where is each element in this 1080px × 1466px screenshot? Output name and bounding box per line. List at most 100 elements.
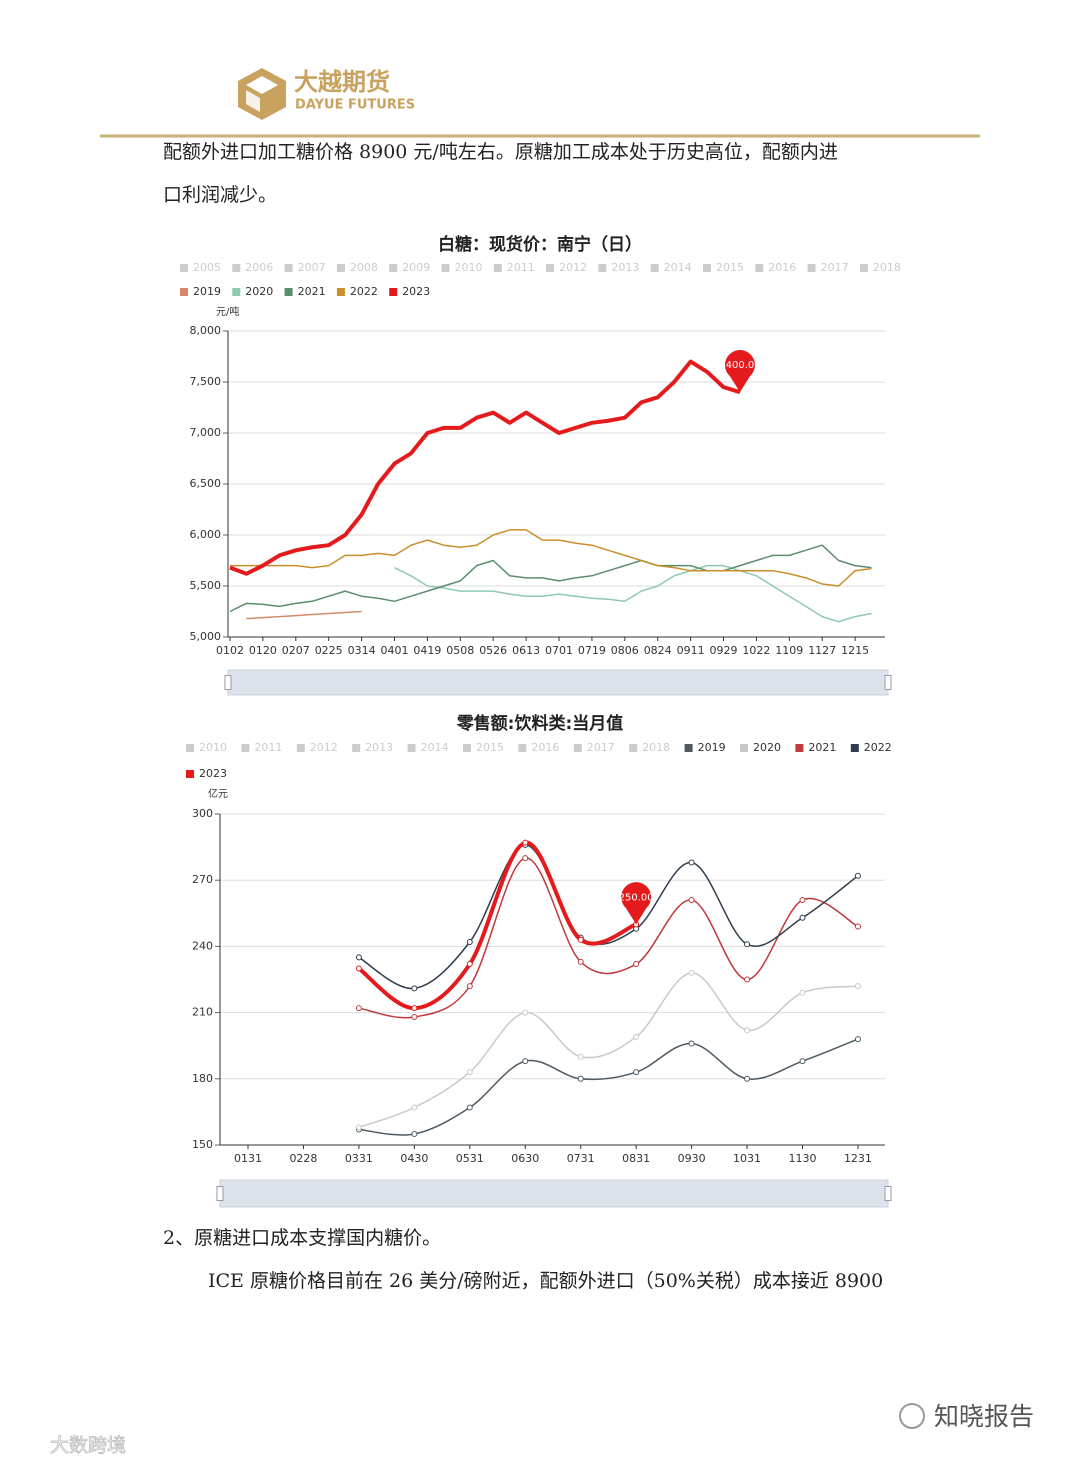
section-heading: 2、原糖进口成本支撑国内糖价。 [163, 1227, 441, 1249]
legend-label: 2021 [298, 285, 326, 298]
watermark-icon [899, 1403, 925, 1429]
legend-swatch [186, 744, 194, 752]
legend-swatch [518, 744, 527, 752]
zoom-slider [227, 669, 889, 696]
x-tick-label: 0314 [348, 644, 376, 657]
legend-label: 2018 [873, 261, 901, 274]
x-tick-label: 0401 [381, 644, 409, 657]
legend-label: 2012 [310, 741, 338, 754]
data-point [744, 1075, 751, 1082]
legend-swatch [232, 288, 241, 296]
mark-pin-label: 7400.00 [719, 360, 760, 371]
x-tick-label: 0228 [289, 1152, 317, 1165]
x-tick-label: 1231 [844, 1152, 872, 1165]
y-tick-label: 7,500 [190, 375, 222, 388]
watermark: 知晓报告 大数跨境 [50, 1402, 1034, 1457]
y-tick-label: 6,500 [190, 477, 222, 490]
data-point [688, 859, 695, 866]
x-tick-label: 0630 [511, 1152, 539, 1165]
legend-label: 2016 [531, 741, 559, 754]
data-point [577, 936, 584, 943]
data-point [577, 1075, 584, 1082]
line-series [358, 1038, 859, 1136]
line-series [394, 564, 872, 623]
legend-label: 2017 [821, 261, 849, 274]
legend-swatch [650, 264, 659, 272]
y-axis-label: 亿元 [208, 787, 228, 800]
y-tick-label: 300 [192, 807, 213, 820]
logo-icon-face [246, 90, 260, 112]
legend-label: 2022 [350, 285, 378, 298]
legend-swatch [284, 264, 293, 272]
legend-label: 2021 [808, 741, 836, 754]
zoom-handle [884, 1186, 892, 1201]
data-point [799, 914, 806, 921]
legend-label: 2013 [365, 741, 393, 754]
mark-pin [621, 882, 652, 925]
legend-label: 2019 [698, 741, 726, 754]
legend-label: 2015 [716, 261, 744, 274]
data-point [744, 1027, 751, 1034]
legend-swatch [740, 744, 748, 752]
y-tick-label: 7,000 [190, 426, 222, 439]
legend-swatch [284, 288, 293, 296]
logo-icon-face [246, 76, 278, 94]
watermark-text: 知晓报告 [934, 1402, 1034, 1431]
legend-swatch [389, 264, 398, 272]
legend-label: 2011 [254, 741, 282, 754]
legend-swatch [180, 288, 188, 296]
data-point [688, 897, 695, 904]
legend-swatch [859, 264, 868, 272]
legend-swatch [807, 264, 816, 272]
data-point [633, 1033, 640, 1040]
x-tick-label: 1127 [808, 644, 836, 657]
x-tick-label: 0613 [512, 644, 540, 657]
zoom-handle [884, 675, 892, 690]
legend-label: 2020 [753, 741, 781, 754]
x-tick-label: 0526 [479, 644, 507, 657]
zoom-handle [216, 1186, 224, 1201]
data-point [744, 976, 751, 983]
line-series [358, 972, 859, 1129]
data-point [466, 983, 473, 990]
x-tick-label: 0701 [545, 644, 573, 657]
x-tick-label: 0102 [216, 644, 244, 657]
legend-label: 2022 [864, 741, 892, 754]
data-point [466, 938, 473, 945]
legend-label: 2023 [402, 285, 430, 298]
y-tick-label: 8,000 [190, 324, 222, 337]
legend-label: 2019 [193, 285, 221, 298]
data-point [522, 839, 529, 846]
y-axis-label: 元/吨 [216, 305, 239, 318]
legend-label: 2009 [402, 261, 430, 274]
data-point [854, 983, 861, 990]
legend-label: 2005 [193, 261, 221, 274]
legend-swatch [336, 288, 345, 296]
legend-swatch [180, 264, 188, 272]
x-tick-label: 0806 [611, 644, 639, 657]
line-series [229, 359, 741, 576]
data-point [355, 954, 362, 961]
legend-label: 2010 [455, 261, 483, 274]
legend-label: 2006 [245, 261, 273, 274]
legend-swatch [755, 264, 764, 272]
x-tick-label: 0531 [456, 1152, 484, 1165]
legend-swatch [598, 264, 607, 272]
paragraph-line: 口利润减少。 [163, 184, 277, 206]
data-point [522, 855, 529, 862]
data-point [577, 958, 584, 965]
legend-swatch [186, 770, 194, 778]
x-tick-label: 0331 [345, 1152, 373, 1165]
x-tick-label: 1022 [742, 644, 770, 657]
line-series [358, 844, 859, 990]
y-tick-label: 5,000 [190, 630, 222, 643]
legend-label: 2014 [664, 261, 692, 274]
x-tick-label: 0930 [678, 1152, 706, 1165]
legend-label: 2014 [421, 741, 449, 754]
x-tick-label: 0225 [315, 644, 343, 657]
x-tick-label: 0831 [622, 1152, 650, 1165]
chart-title: 零售额:饮料类:当月值 [456, 713, 624, 734]
legend-label: 2020 [245, 285, 273, 298]
legend-label: 2012 [559, 261, 587, 274]
data-point [466, 1104, 473, 1111]
